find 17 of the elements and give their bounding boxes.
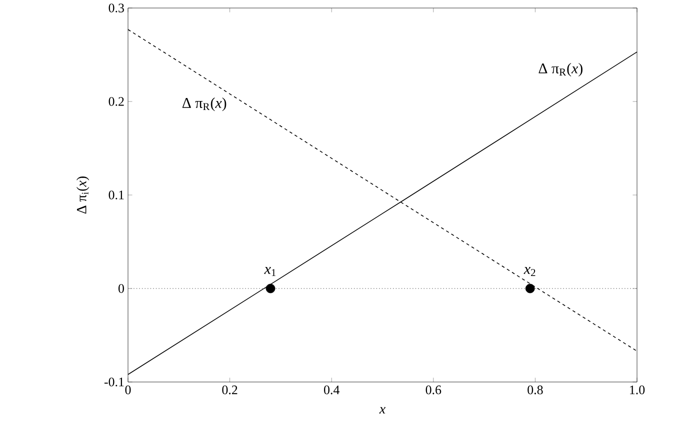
y-tick-label: 0.3 <box>108 4 124 12</box>
annotation: x$_{2}$ <box>524 267 536 276</box>
x-axis-title: x <box>379 407 386 414</box>
x-tick-label: 0.4 <box>324 386 340 394</box>
x-tick-label: 0.6 <box>426 386 442 394</box>
y-tick-label: 0 <box>118 284 124 293</box>
y-tick-label: -0.1 <box>104 378 124 386</box>
x-tick-label: 0.2 <box>222 386 238 394</box>
x-tick-label: 0.8 <box>528 386 543 394</box>
series-label: Δ π$_{R}$(x) <box>182 98 226 112</box>
y-tick-label: 0.1 <box>108 190 124 200</box>
annotation: x$_{1}$ <box>264 267 276 276</box>
series-label: Δ π$_{R}$(x) <box>538 62 582 76</box>
y-axis-title: Δ π$_{i}$(x) <box>76 176 90 214</box>
x-tick-label: 0 <box>125 386 131 394</box>
x-tick-label: 1.0 <box>630 386 645 394</box>
y-tick-label: 0.2 <box>108 97 124 106</box>
